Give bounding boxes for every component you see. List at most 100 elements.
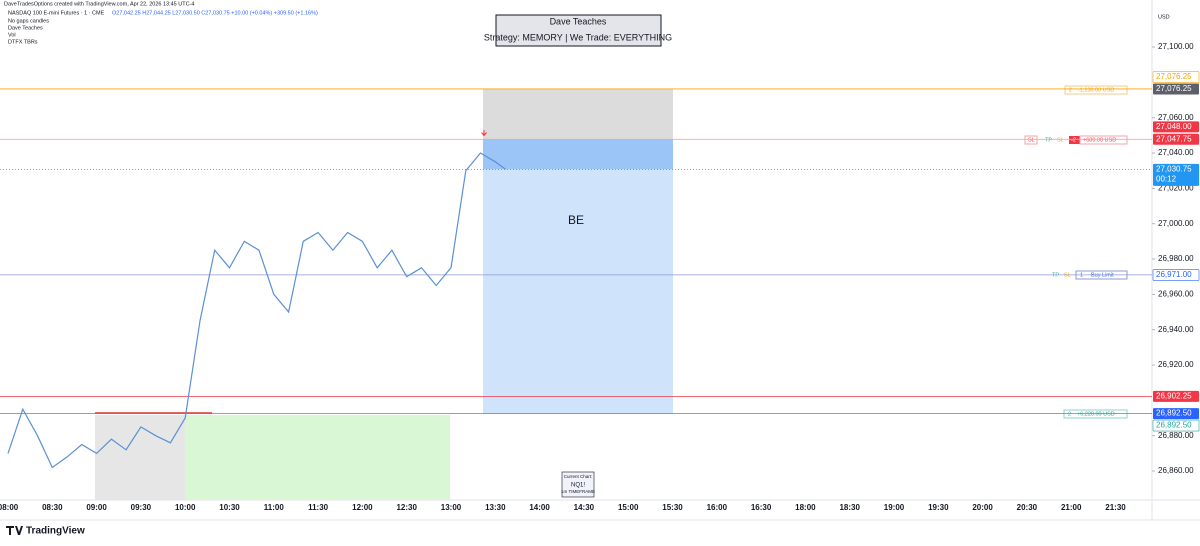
stop-zone [483,88,673,140]
x-tick-label: 18:00 [795,503,816,512]
price-tag [1152,71,1200,83]
x-tick-label: 09:30 [131,503,152,512]
price-tag-label: 27,076.25 [1156,84,1192,93]
x-tick-label: 19:30 [928,503,949,512]
x-tick-label: 14:00 [529,503,550,512]
price-tag [1153,163,1199,186]
x-tick-label: 16:00 [707,503,728,512]
target-zone [483,169,673,414]
current-chart-symbol: NQ1! [571,483,585,489]
x-tick-label: 11:30 [308,503,329,512]
price-tag [1153,133,1199,145]
symbol: NASDAQ 100 E-mini Futures · 1 · CME [8,10,105,16]
x-tick-label: 13:00 [441,503,462,512]
price-line [7,152,506,469]
price-tag-label: 27,076.25 [1156,72,1192,81]
be-label: BE [568,213,584,227]
indicator: DTFX TBRs [8,39,38,45]
tag-tp: TP [1045,137,1052,143]
y-tick-label: 26,920.00 [1158,360,1194,369]
price-tag-label: 27,047.75 [1156,134,1192,143]
price-tag [1152,419,1200,432]
x-tick-label: 20:00 [972,503,993,512]
x-tick-label: 15:30 [662,503,683,512]
x-tick-label: 20:30 [1017,503,1038,512]
x-tick-label: 12:00 [352,503,373,512]
tag-box [1064,85,1128,95]
current-chart-tf: 1m TIMEFRAME [561,489,595,494]
price-tag-label: 27,030.75 [1156,164,1192,173]
x-tick-label: 15:00 [618,503,639,512]
strategy-box [495,14,662,47]
drawings [95,88,673,500]
countdown: 00:12 [1156,174,1177,183]
x-tick-label: 16:30 [751,503,772,512]
x-tick-label: 21:30 [1105,503,1126,512]
y-tick-label: 27,100.00 [1158,42,1194,51]
price-tag [1153,121,1199,133]
tag-box [1024,135,1038,145]
brand: TradingView [26,526,85,537]
tag-pnl: +680.00 USD [1083,137,1116,143]
price-tag [1153,408,1199,420]
indicator: Dave Teaches [8,25,43,31]
y-tick-label: 26,880.00 [1158,431,1194,440]
tag-pnl: +6,220.00 USD [1077,411,1115,417]
x-tick-label: 21:00 [1061,503,1082,512]
y-tick-label: 27,040.00 [1158,148,1194,157]
tag-box [1079,135,1128,145]
y-tick-label: 27,020.00 [1158,183,1194,192]
tag-qty: 1 [1080,272,1083,278]
ohlc: O27,042.25 H27,044.25 L27,030.50 C27,030… [112,10,318,16]
order-tag: SL TP SL -2 +680.00 USD [1024,135,1128,145]
y-tick-label: 26,860.00 [1158,466,1194,475]
tag-qty: -2 [1071,137,1076,143]
price-tag-label: 26,902.25 [1156,391,1192,400]
x-tick-label: 11:00 [264,503,285,512]
price-tag-label: 27,048.00 [1156,122,1192,131]
tag-sl: SL [1064,272,1071,278]
price-tag [1153,390,1199,402]
price-tag-label: 26,971.00 [1156,270,1192,279]
entry-zone [483,139,673,170]
indicator: No gaps candles [8,18,49,24]
tag-sl: SL [1057,137,1064,143]
y-tick-label: 26,940.00 [1158,325,1194,334]
indicator: Vol [8,32,16,38]
tag-box [1069,136,1080,144]
order-tag: 2 -1,130.00 USD [1064,85,1128,95]
tag-qty: 2 [1069,87,1072,93]
tag-type: Buy Limit [1091,272,1114,278]
price-tag-label: 26,892.50 [1156,409,1192,418]
current-chart-box [561,471,595,498]
y-tick-label: 26,960.00 [1158,289,1194,298]
x-tick-label: 09:00 [86,503,107,512]
price-tag [1153,83,1199,95]
x-tick-label: 08:30 [42,503,63,512]
x-tick-label: 19:00 [884,503,905,512]
logo [6,526,23,535]
current-chart-label: Current Chart: [564,474,593,479]
x-tick-label: 08:00 [0,503,19,512]
x-tick-label: 10:30 [219,503,240,512]
arrow [481,130,487,137]
x-tick-label: 18:30 [839,503,860,512]
tag-sl: SL [1028,137,1035,143]
tag-qty: 2 [1068,411,1071,417]
strategy-subtitle: Strategy: MEMORY | We Trade: EVERYTHING [484,32,672,42]
x-tick-label: 14:30 [574,503,595,512]
currency: USD [1158,14,1170,20]
price-tag [1152,269,1200,281]
credit: DaveTradesOptions created with TradingVi… [4,1,194,7]
y-tick-label: 27,060.00 [1158,113,1194,122]
x-tick-label: 13:30 [485,503,506,512]
tag-tp: TP [1052,272,1059,278]
price-tag-label: 26,892.50 [1156,421,1192,430]
tag-pnl: -1,130.00 USD [1078,87,1114,93]
y-tick-label: 26,980.00 [1158,254,1194,263]
x-tick-label: 12:30 [396,503,417,512]
session-box [185,415,450,500]
x-tick-label: 10:00 [175,503,196,512]
